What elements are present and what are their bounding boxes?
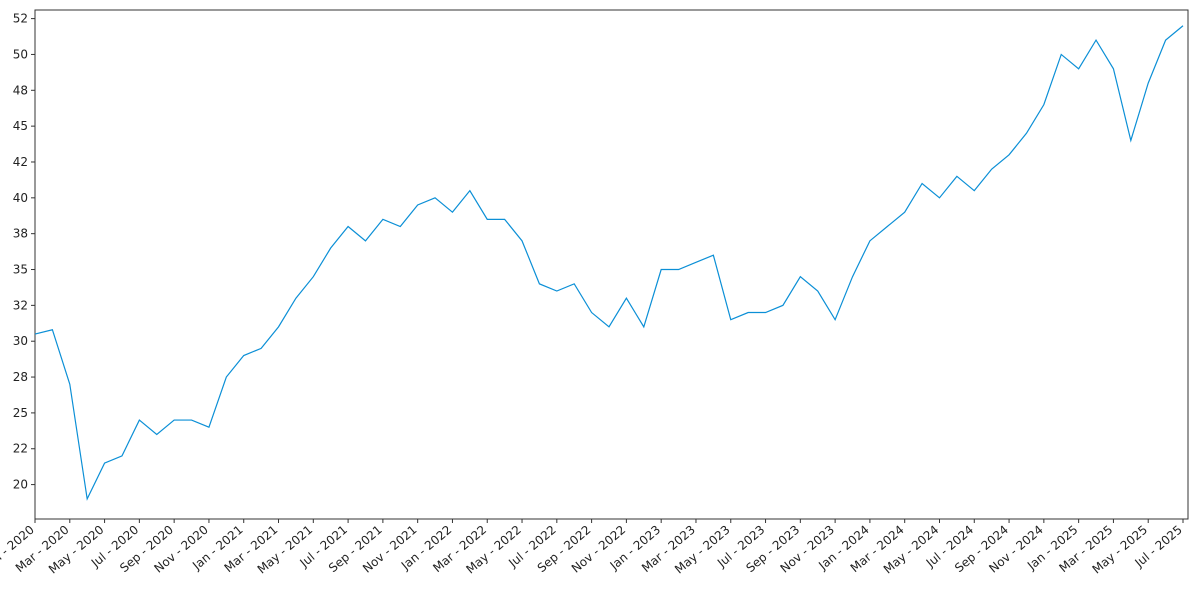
y-tick-label: 48 <box>13 83 28 97</box>
y-tick-label: 45 <box>13 119 28 133</box>
price-line <box>34 25 1184 501</box>
y-tick-label: 28 <box>13 370 28 384</box>
y-tick-label: 32 <box>13 298 28 312</box>
y-tick-label: 52 <box>13 12 28 26</box>
y-tick-label: 40 <box>13 191 28 205</box>
y-tick-label: 30 <box>13 334 28 348</box>
y-tick-label: 35 <box>13 263 28 277</box>
y-tick-label: 22 <box>13 442 28 456</box>
y-tick-label: 42 <box>13 155 28 169</box>
y-tick-label: 25 <box>13 406 28 420</box>
y-tick-label: 38 <box>13 227 28 241</box>
y-tick-label: 20 <box>13 478 28 492</box>
y-tick-label: 50 <box>13 47 28 61</box>
plot-frame <box>34 9 1189 520</box>
